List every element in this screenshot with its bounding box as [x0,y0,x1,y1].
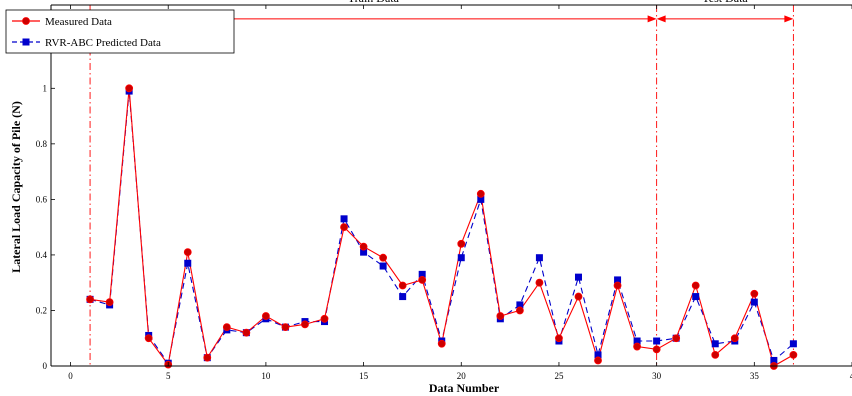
measured-point [730,334,739,343]
measured-point [379,253,388,262]
predicted-point [535,254,543,262]
region-label: Test Data [702,0,748,5]
y-tick-label: 1 [43,83,48,93]
y-tick-label: 0.8 [36,139,48,149]
x-tick-label: 0 [68,371,73,381]
series-predicted-line [89,91,794,365]
x-tick-label: 30 [652,371,662,381]
x-tick-label: 15 [359,371,369,381]
predicted-point [633,337,641,345]
series-measured-line [89,88,794,367]
y-tick-label: 0.6 [36,194,48,204]
predicted-point [360,248,368,256]
measured-point [574,292,583,301]
legend-measured-marker [22,17,30,25]
x-tick-label: 10 [261,371,271,381]
measured-point [476,189,485,198]
measured-point [144,334,153,343]
measured-point [203,353,212,362]
legend-measured-label: Measured Data [45,16,112,28]
x-tick-label: 4 [850,371,852,381]
predicted-point [516,301,524,309]
measured-point [711,350,720,359]
measured-point [691,281,700,290]
predicted-point [574,273,582,281]
measured-point [281,323,290,332]
measured-point [105,298,114,307]
predicted-point [457,254,465,262]
measured-point [320,314,329,323]
measured-point [555,334,563,343]
predicted-point [770,356,778,364]
legend-predicted-label: RVR-ABC Predicted Data [45,37,161,49]
measured-point [457,239,466,248]
predicted-point [477,195,485,203]
predicted-point [789,340,797,348]
predicted-point [418,270,426,278]
measured-point [183,248,192,257]
predicted-point [594,351,602,359]
x-tick-label: 25 [554,371,564,381]
x-axis-title: Data Number [429,381,500,395]
region-arrow-head-right [784,15,794,23]
measured-point [672,334,681,343]
measured-point [262,312,270,320]
measured-point [222,323,231,332]
measured-point [437,339,446,348]
measured-point [125,84,134,93]
measured-point [359,242,368,251]
predicted-point [692,293,700,301]
x-tick-label: 35 [750,371,760,381]
y-tick-label: 0.4 [36,250,48,260]
legend: Measured Data RVR-ABC Predicted Data [5,9,235,54]
measured-point [301,320,309,329]
measured-point [613,281,622,290]
measured-point [750,289,759,298]
predicted-point [711,340,719,348]
measured-point [535,278,544,287]
measured-point [418,276,427,284]
legend-predicted-marker [22,38,30,46]
x-tick-label: 5 [166,371,171,381]
predicted-point [184,259,192,267]
predicted-point [653,337,661,345]
measured-point [398,281,407,290]
predicted-point [750,298,758,306]
predicted-point [340,215,348,223]
y-axis-title: Lateral Load Capacity of Pile (N) [9,101,23,273]
measured-point [633,342,641,351]
region-label: Train Data [348,0,400,5]
measured-point [86,295,94,304]
measured-point [242,328,251,337]
measured-point [340,223,348,232]
legend-box [5,9,235,54]
measured-point [515,306,524,315]
region-arrow-head-left [656,15,666,23]
measured-point [789,350,798,359]
y-tick-label: 0 [43,361,48,371]
region-divider-lines [89,5,794,366]
predicted-point [614,276,622,284]
measured-point [594,356,602,365]
measured-point [652,345,661,354]
predicted-point [399,293,407,301]
x-tick-label: 20 [457,371,467,381]
predicted-point [379,262,387,270]
region-arrow-head-right [647,15,657,23]
measured-point [496,312,505,320]
series-layer [86,84,798,370]
y-tick-label: 0.2 [36,305,47,315]
